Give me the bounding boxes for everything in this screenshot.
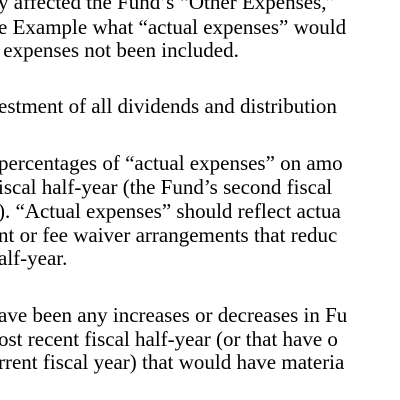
text-line: nt or fee waiver arrangements that reduc (0, 223, 338, 247)
text-line: ). “Actual expenses” should reflect actu… (0, 199, 341, 223)
text-line: iscal half-year (the Fund’s second fisca… (0, 175, 333, 199)
text-line: e Example what “actual expenses” would (0, 15, 347, 39)
text-line: alf-year. (0, 246, 68, 270)
text-line: percentages of “actual expenses” on amo (0, 151, 343, 175)
text-line: rrent fiscal year) that would have mater… (0, 350, 345, 374)
text-line: y affected the Fund’s “Other Expenses,” (0, 0, 336, 14)
text-line: ave been any increases or decreases in F… (0, 303, 348, 327)
text-line: ost recent fiscal half-year (or that hav… (0, 327, 338, 351)
text-line: estment of all dividends and distributio… (0, 94, 337, 118)
text-line: expenses not been included. (0, 38, 239, 62)
